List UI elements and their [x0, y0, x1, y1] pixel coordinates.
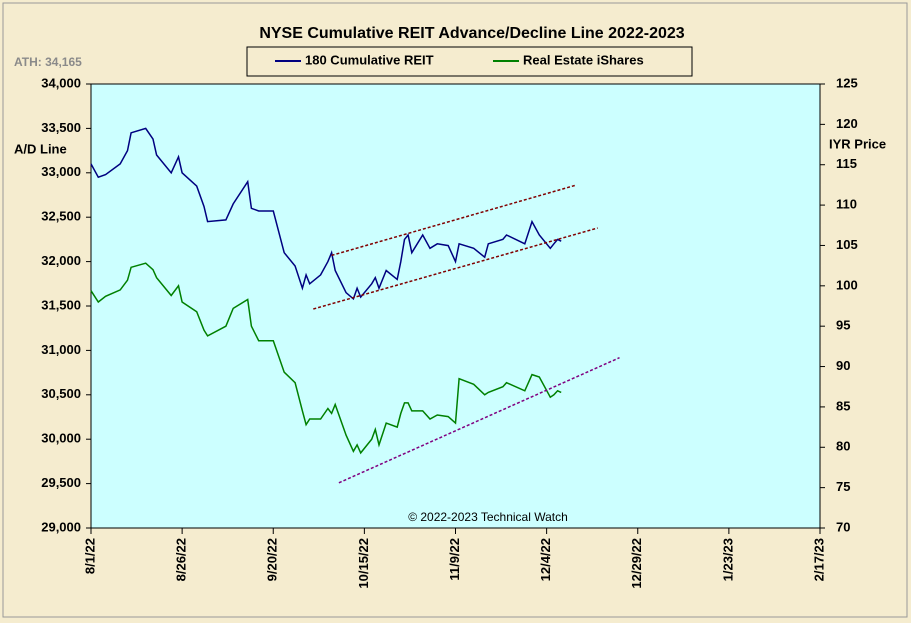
trend-line [338, 357, 620, 484]
y-tick-label: 32,000 [41, 253, 81, 268]
ath-label: ATH: 34,165 [14, 55, 82, 69]
y2-tick-label: 75 [836, 479, 850, 494]
y-tick-label: 31,000 [41, 342, 81, 357]
x-tick-label: 9/20/22 [265, 538, 280, 581]
x-tick-label: 12/4/22 [538, 538, 553, 581]
y2-tick-label: 100 [836, 277, 858, 292]
x-tick-label: 1/23/23 [720, 538, 735, 581]
y-tick-label: 32,500 [41, 209, 81, 224]
x-tick-label: 10/15/22 [356, 538, 371, 589]
y2-tick-label: 110 [836, 197, 857, 212]
y-tick-label: 29,500 [41, 475, 81, 490]
y2-tick-label: 85 [836, 398, 850, 413]
y2-tick-label: 120 [836, 116, 858, 131]
x-tick-label: 2/17/23 [811, 538, 826, 581]
x-tick-label: 8/1/22 [82, 538, 97, 574]
y2-axis-label: IYR Price [829, 136, 886, 151]
x-tick-label: 8/26/22 [174, 538, 189, 581]
y-tick-label: 30,000 [41, 431, 81, 446]
y2-tick-label: 125 [836, 75, 858, 90]
trend-line [313, 227, 598, 310]
y2-tick-label: 95 [836, 318, 850, 333]
legend [246, 46, 693, 77]
y-axis-label: A/D Line [14, 141, 67, 156]
series-line [90, 127, 562, 301]
y2-tick-label: 90 [836, 358, 850, 373]
x-tick-label: 11/9/22 [447, 538, 462, 581]
plot-area [90, 83, 821, 529]
y-tick-label: 29,000 [41, 519, 81, 534]
series-line [90, 262, 562, 455]
y2-tick-label: 115 [836, 156, 857, 171]
legend-label: 180 Cumulative REIT [305, 52, 434, 67]
legend-label: Real Estate iShares [523, 52, 644, 67]
y2-tick-label: 70 [836, 519, 850, 534]
y2-tick-label: 105 [836, 237, 858, 252]
y-tick-label: 33,000 [41, 164, 81, 179]
y2-tick-label: 80 [836, 439, 850, 454]
y-tick-label: 34,000 [41, 75, 81, 90]
chart-title: NYSE Cumulative REIT Advance/Decline Lin… [259, 25, 684, 42]
copyright: © 2022-2023 Technical Watch [408, 510, 568, 524]
trend-line [331, 184, 577, 257]
y-tick-label: 30,500 [41, 386, 81, 401]
x-tick-label: 12/29/22 [629, 538, 644, 589]
y-tick-label: 31,500 [41, 297, 81, 312]
y-tick-label: 33,500 [41, 120, 81, 135]
